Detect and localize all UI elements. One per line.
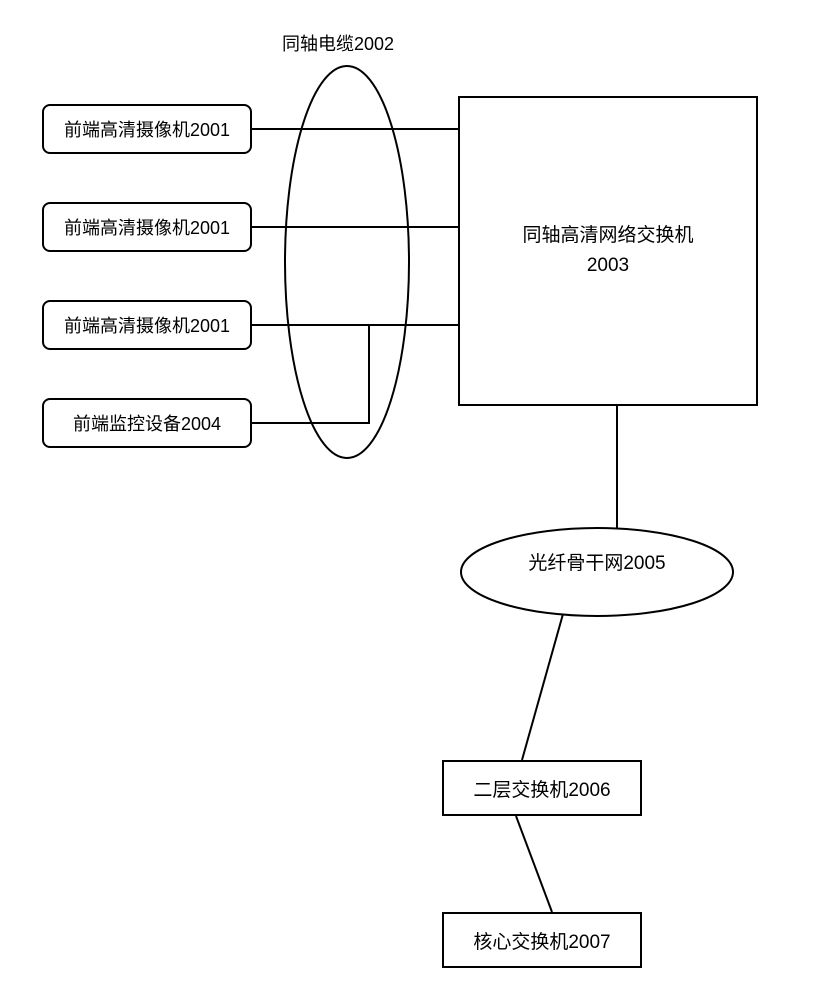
camera-node-1: 前端高清摄像机2001	[42, 104, 252, 154]
fiber-backbone-label: 光纤骨干网2005	[461, 548, 733, 575]
camera-2-label: 前端高清摄像机2001	[64, 214, 230, 240]
monitor-node: 前端监控设备2004	[42, 398, 252, 448]
camera-3-label: 前端高清摄像机2001	[64, 312, 230, 338]
coax-cable-label: 同轴电缆2002	[282, 30, 394, 56]
coax-switch-node: 同轴高清网络交换机2003	[458, 96, 758, 406]
core-switch-node: 核心交换机2007	[442, 912, 642, 968]
coax-switch-label: 同轴高清网络交换机2003	[522, 221, 693, 282]
coax-ellipse	[285, 66, 409, 458]
camera-1-label: 前端高清摄像机2001	[64, 116, 230, 142]
camera-node-3: 前端高清摄像机2001	[42, 300, 252, 350]
monitor-label: 前端监控设备2004	[73, 410, 221, 436]
l2-switch-node: 二层交换机2006	[442, 760, 642, 816]
camera-node-2: 前端高清摄像机2001	[42, 202, 252, 252]
l2-switch-label: 二层交换机2006	[473, 775, 610, 802]
core-switch-label: 核心交换机2007	[473, 927, 610, 954]
